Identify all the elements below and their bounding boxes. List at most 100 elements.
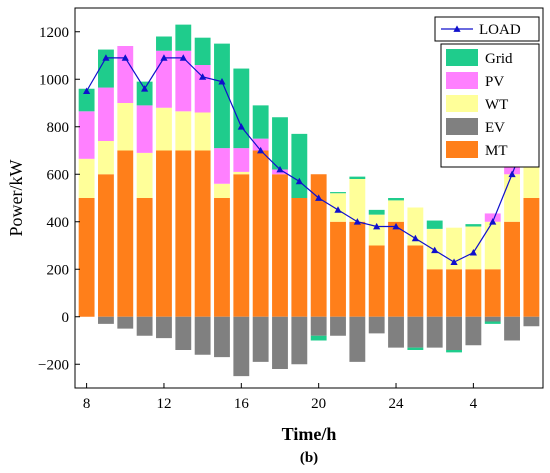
bar-grid-12	[156, 36, 172, 51]
bar-wt-22	[349, 179, 366, 222]
bar-pv-17	[252, 138, 269, 151]
load-point-8	[83, 87, 91, 95]
bar-pv-15	[214, 148, 230, 184]
bar-ev-29	[484, 316, 501, 322]
load-point-18	[276, 165, 284, 173]
load-point-23	[373, 222, 381, 230]
x-tick-label: 4	[470, 396, 478, 412]
bar-mt-23	[368, 245, 385, 317]
load-point-21	[334, 206, 342, 213]
bar-pv-14	[194, 65, 211, 113]
load-point-27	[450, 258, 458, 266]
bar-pv-8	[78, 111, 95, 159]
x-axis-label: Time/h	[282, 424, 337, 444]
legend-label-mt: MT	[485, 143, 508, 159]
y-tick-label: 400	[47, 215, 70, 231]
load-point-24	[392, 222, 400, 230]
load-point-11	[141, 85, 149, 92]
legend-swatch-pv	[446, 72, 478, 89]
bar-grid-23	[368, 209, 385, 215]
bar-mt-20	[310, 174, 327, 317]
load-point-16	[237, 123, 245, 130]
bar-mt-22	[349, 221, 366, 317]
bar-mt-29	[484, 269, 501, 317]
bar-pv-9	[98, 87, 114, 141]
bar-grid-19	[291, 133, 308, 198]
bar-wt-30	[504, 174, 520, 222]
bar-mt-9	[98, 174, 114, 317]
bar-mt-19	[291, 198, 308, 317]
bar-pv-10	[117, 46, 134, 103]
bar-grid-9	[98, 49, 114, 88]
bar-ev-18	[272, 316, 288, 369]
legend-label-grid: Grid	[485, 51, 513, 67]
bar-ev-9	[98, 316, 114, 324]
bar-wt-16	[233, 171, 250, 175]
bar-ev-26	[426, 316, 443, 348]
bar-pv-13	[175, 50, 192, 112]
bar-wt-13	[175, 111, 192, 151]
y-tick-label: −200	[38, 357, 69, 373]
bar-grid-29	[484, 321, 501, 324]
bar-mt-27	[446, 269, 462, 317]
bar-grid-18	[272, 117, 288, 170]
load-point-29	[489, 218, 497, 225]
x-tick-label: 20	[311, 396, 326, 412]
bar-mt-15	[214, 198, 230, 317]
legend-sources: Grid PV WT EV MT	[440, 43, 540, 168]
bar-grid-24	[388, 198, 404, 201]
bar-mt-10	[117, 150, 134, 317]
y-axis-label: Power/kW	[6, 159, 26, 236]
load-point-20	[315, 194, 323, 201]
bar-ev-22	[349, 316, 366, 362]
load-point-9	[102, 54, 110, 61]
bar-ev-12	[156, 316, 172, 339]
y-tick-label: 800	[47, 120, 70, 136]
legend-load-label: LOAD	[479, 22, 521, 38]
x-tick-label: 12	[156, 396, 171, 412]
y-tick-label: 1000	[39, 72, 69, 88]
bar-mt-25	[407, 245, 424, 317]
bar-pv-16	[233, 148, 250, 172]
bar-ev-27	[446, 316, 462, 350]
bar-ev-19	[291, 316, 308, 365]
bar-grid-26	[426, 220, 443, 229]
bar-ev-20	[310, 316, 327, 336]
bar-pv-29	[484, 213, 501, 222]
load-point-30	[508, 170, 516, 178]
bar-ev-25	[407, 316, 424, 348]
bar-wt-27	[446, 227, 462, 270]
legend-label-wt: WT	[485, 97, 508, 113]
bar-mt-8	[78, 198, 95, 317]
bar-grid-22	[349, 176, 366, 179]
bar-series-group	[78, 24, 540, 377]
bar-wt-28	[465, 226, 482, 270]
legend-swatch-grid	[446, 49, 478, 66]
bar-ev-21	[330, 316, 346, 336]
bar-wt-9	[98, 141, 114, 175]
bar-mt-30	[504, 221, 520, 317]
y-tick-label: 1200	[39, 25, 69, 41]
bar-grid-11	[136, 81, 153, 106]
bar-mt-12	[156, 150, 172, 317]
bar-wt-29	[484, 221, 501, 270]
x-tick-label: 8	[83, 396, 91, 412]
bar-ev-17	[252, 316, 269, 362]
bar-pv-11	[136, 105, 153, 153]
bar-ev-14	[194, 316, 211, 355]
bar-wt-11	[136, 152, 153, 198]
bar-mt-17	[252, 150, 269, 317]
load-point-28	[469, 249, 477, 256]
legend-swatch-wt	[446, 95, 478, 112]
plot-frame	[74, 7, 544, 389]
load-point-26	[431, 246, 439, 254]
x-axis: 8 12 16 20 24 4	[83, 383, 478, 412]
bar-grid-21	[330, 192, 346, 194]
bar-wt-24	[388, 200, 404, 222]
bar-ev-15	[214, 316, 230, 358]
bar-grid-28	[465, 224, 482, 227]
bar-grid-8	[78, 88, 95, 112]
legend-load: LOAD	[434, 16, 540, 42]
bar-ev-10	[117, 316, 134, 329]
bar-grid-20	[310, 335, 327, 341]
